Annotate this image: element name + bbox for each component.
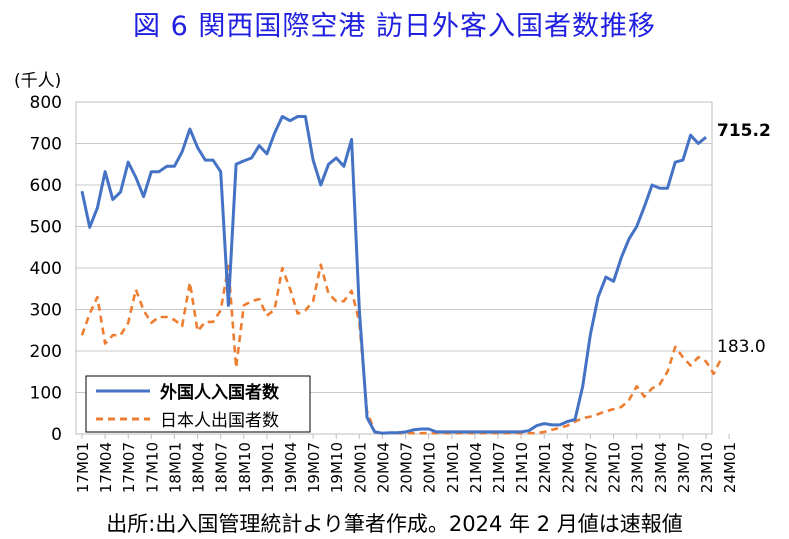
x-tick-label: 17M01 (74, 442, 92, 493)
series-line-foreign (80, 115, 707, 435)
x-tick-label: 20M07 (398, 442, 416, 493)
x-tick-label: 20M10 (421, 442, 439, 493)
x-tick-label: 22M01 (536, 442, 554, 493)
x-tick-label: 19M07 (305, 442, 323, 493)
x-tick-label: 18M10 (236, 442, 254, 493)
x-tick-label: 22M10 (606, 442, 624, 493)
y-axis-ticks: 0 100 200 300 400 500 600 700 800 (30, 93, 62, 445)
y-tick-label: 600 (30, 176, 62, 196)
x-tick-label: 18M07 (213, 442, 231, 493)
x-tick-label: 23M04 (652, 442, 670, 493)
y-tick-label: 200 (30, 342, 62, 362)
end-labels: 715.2 183.0 (717, 121, 771, 357)
chart-title: 図 6 関西国際空港 訪日外客入国者数推移 (133, 11, 656, 42)
series-lines (80, 115, 723, 435)
x-tick-label: 22M07 (582, 442, 600, 493)
legend-label-foreign: 外国人入国者数 (160, 382, 280, 403)
legend: 外国人入国者数 日本人出国者数 (85, 375, 311, 433)
legend-label-japanese: 日本人出国者数 (160, 411, 279, 431)
x-tick-label: 22M04 (559, 442, 577, 493)
x-tick-label: 17M04 (97, 442, 115, 493)
x-tick-label: 23M10 (698, 442, 716, 493)
legend-box (85, 375, 311, 433)
x-tick-label: 20M04 (374, 442, 392, 493)
y-axis-label: (千人) (14, 71, 61, 91)
x-tick-label: 24M01 (721, 442, 739, 493)
y-tick-label: 400 (30, 259, 62, 279)
x-axis-ticks: 17M01 17M04 17M07 17M10 18M01 18M04 18M07 18M10… (74, 434, 739, 493)
y-tick-label: 700 (30, 135, 62, 155)
y-tick-label: 100 (30, 384, 62, 404)
y-tick-label: 500 (30, 218, 62, 238)
end-label-japanese: 183.0 (717, 337, 766, 357)
x-tick-label: 21M07 (490, 442, 508, 493)
x-tick-label: 20M01 (351, 442, 369, 493)
y-tick-label: 300 (30, 301, 62, 321)
x-tick-label: 19M01 (259, 442, 277, 493)
x-tick-label: 19M04 (282, 442, 300, 493)
x-tick-label: 17M10 (143, 442, 161, 493)
y-tick-label: 0 (51, 425, 62, 445)
x-tick-label: 19M10 (328, 442, 346, 493)
end-label-foreign: 715.2 (717, 121, 771, 141)
y-tick-label: 800 (30, 93, 62, 113)
x-tick-label: 18M01 (166, 442, 184, 493)
x-tick-label: 18M04 (190, 442, 208, 493)
x-tick-label: 21M01 (444, 442, 462, 493)
x-tick-label: 21M04 (467, 442, 485, 493)
x-tick-label: 23M01 (629, 442, 647, 493)
x-tick-label: 23M07 (675, 442, 693, 493)
x-tick-label: 17M07 (120, 442, 138, 493)
source-note: 出所:出入国管理統計より筆者作成。2024 年 2 月値は速報値 (106, 512, 683, 536)
x-tick-label: 21M10 (513, 442, 531, 493)
